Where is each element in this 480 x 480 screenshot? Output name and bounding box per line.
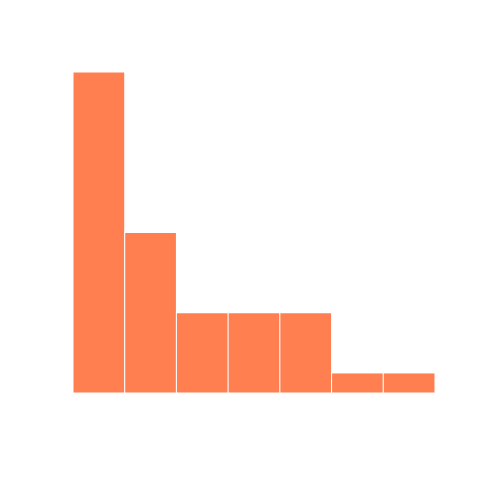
bars-group xyxy=(72,71,436,394)
histogram-bar-5 xyxy=(279,312,333,394)
histogram-bar-2 xyxy=(124,232,177,394)
histogram-bar-7 xyxy=(382,372,436,394)
histogram-bar-4 xyxy=(227,312,281,394)
histogram-bar-1 xyxy=(72,71,126,394)
histogram-bar-6 xyxy=(331,372,384,394)
histogram-bar-3 xyxy=(175,312,229,394)
